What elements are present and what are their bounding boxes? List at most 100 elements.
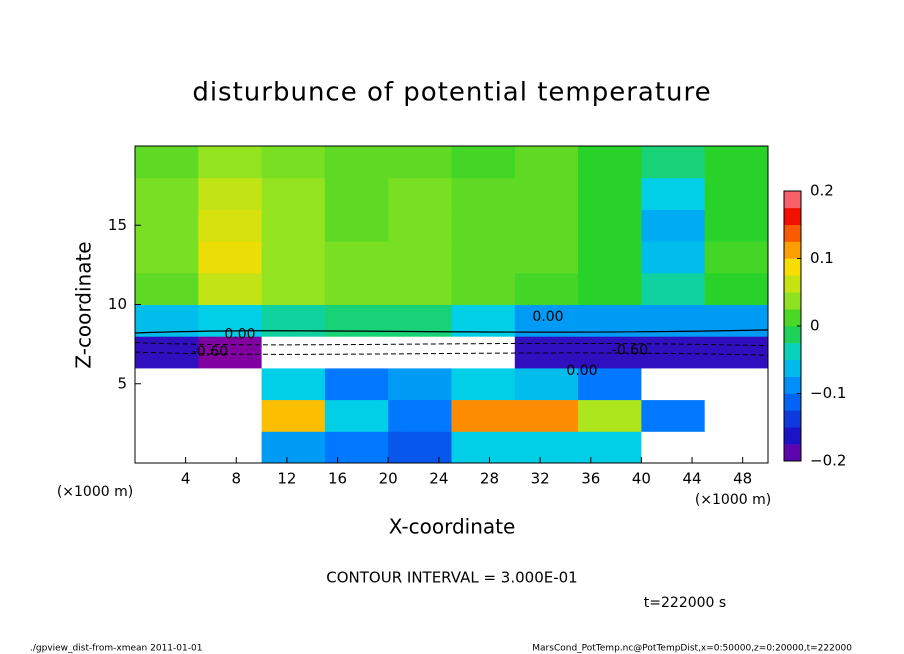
heat-cell (514, 399, 579, 432)
x-tick-label: 16 (328, 470, 347, 488)
heat-cell (641, 272, 706, 305)
contour-line (134, 329, 769, 334)
heat-cell (704, 146, 769, 179)
heat-cell (261, 146, 326, 179)
colorbar-tick-label: 0.1 (810, 249, 834, 267)
heat-cell (198, 272, 263, 305)
heat-cell (198, 336, 263, 369)
heat-cell (135, 241, 199, 274)
colorbar-cell (784, 326, 801, 344)
heat-cell (578, 209, 642, 242)
heat-cell (514, 177, 579, 210)
heat-cell (324, 399, 389, 432)
x-tick-label: 12 (277, 470, 296, 488)
heat-cell (641, 177, 706, 210)
heat-cell (261, 431, 326, 464)
colorbar-tick-label: −0.1 (810, 384, 846, 402)
heat-cell (514, 146, 579, 179)
heat-cell (324, 209, 389, 242)
footer-right: MarsCond_PotTemp.nc@PotTempDist,x=0:5000… (532, 644, 852, 654)
time-label: t=222000 s (644, 595, 726, 611)
colorbar-cell (784, 258, 801, 276)
heat-cell (135, 177, 199, 210)
colorbar-cell (784, 275, 801, 293)
heat-cell (261, 209, 326, 242)
y-tick-label: 15 (108, 216, 127, 234)
x-unit-label: (×1000 m) (695, 492, 771, 508)
heat-cell (198, 146, 263, 179)
heat-cell (135, 209, 199, 242)
heat-cell (388, 241, 452, 274)
heat-cell (451, 431, 516, 464)
heat-cell (135, 431, 199, 464)
heat-cell (451, 241, 516, 274)
x-tick-label: 48 (733, 470, 752, 488)
heat-cell (198, 177, 263, 210)
colorbar-cell (784, 224, 801, 242)
heat-cell (324, 146, 389, 179)
heat-cell (704, 336, 769, 369)
heat-cell (324, 367, 389, 401)
colorbar-tick-label: −0.2 (810, 452, 846, 470)
heat-cell (198, 399, 263, 432)
heat-cell (514, 241, 579, 274)
contour-label: -0.60 (192, 344, 228, 360)
contour-label: -0.60 (612, 342, 648, 358)
colorbar-cell (784, 410, 801, 428)
colorbar-cell (784, 207, 801, 226)
x-tick-label: 40 (632, 470, 651, 488)
x-axis-label: X-coordinate (389, 515, 516, 539)
heat-cell (704, 399, 769, 432)
heat-cell (578, 177, 642, 210)
heat-cell (324, 241, 389, 274)
contour-line (134, 342, 769, 356)
colorbar-cell (784, 359, 801, 377)
heat-cell (578, 367, 642, 401)
x-tick-label: 44 (682, 470, 701, 488)
heat-cell (451, 367, 516, 401)
heat-cell (388, 336, 452, 369)
heat-cell (451, 177, 516, 210)
heat-cell (641, 336, 706, 369)
heat-cell (261, 304, 326, 337)
heat-cell (261, 272, 326, 305)
heat-cell (388, 272, 452, 305)
heat-cell (388, 399, 452, 432)
colorbar-cell (784, 292, 801, 310)
heat-cell (261, 177, 326, 210)
contour-label: 0.00 (566, 363, 597, 379)
heat-cell (135, 399, 199, 432)
heat-cell (641, 146, 706, 179)
field (135, 146, 769, 464)
heat-cell (578, 399, 642, 432)
heat-cell (324, 431, 389, 464)
colorbar-tick-label: 0 (810, 317, 820, 335)
heat-cell (451, 399, 516, 432)
heat-cell (514, 431, 579, 464)
x-tick-label: 24 (429, 470, 448, 488)
heat-cell (578, 241, 642, 274)
heat-cell (704, 431, 769, 464)
heat-cell (388, 146, 452, 179)
heat-cell (451, 146, 516, 179)
colorbar-cell (784, 241, 801, 259)
x-unit-label: (×1000 m) (57, 484, 133, 500)
y-tick-label: 5 (117, 374, 127, 392)
footer-left: ./gpview_dist-from-xmean 2011-01-01 (30, 644, 202, 654)
x-tick-label: 32 (531, 470, 550, 488)
heat-cell (198, 241, 263, 274)
y-axis-label: Z-coordinate (72, 241, 96, 368)
colorbar-cell (784, 309, 801, 327)
heat-cell (578, 146, 642, 179)
heat-cell (704, 177, 769, 210)
x-tick-label: 8 (232, 470, 242, 488)
contour-label: 0.00 (532, 309, 563, 325)
heat-cell (324, 336, 389, 369)
heat-cell (704, 304, 769, 337)
contour-label: 0.00 (224, 327, 255, 343)
heat-cell (388, 209, 452, 242)
heat-cell (704, 272, 769, 305)
heat-cell (704, 367, 769, 401)
heat-cell (261, 367, 326, 401)
